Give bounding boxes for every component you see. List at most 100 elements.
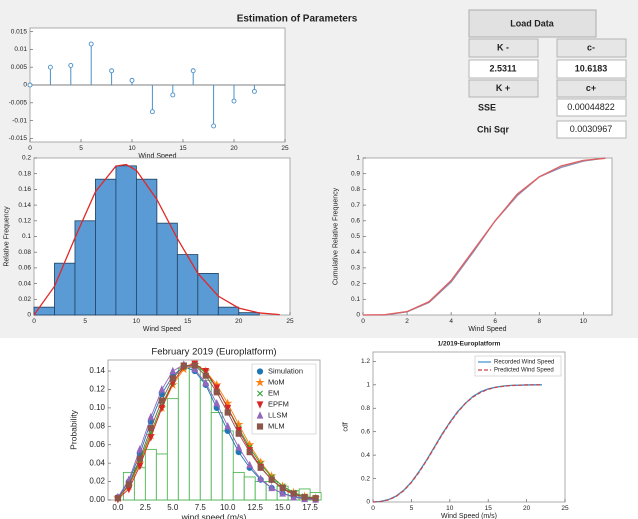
sse-value: 0.00044822	[567, 102, 615, 112]
y-tick-label: 0	[356, 312, 360, 319]
x-tick-label: 5	[79, 145, 83, 152]
legend-label: Recorded Wind Speed	[494, 360, 554, 366]
stem-marker	[68, 62, 74, 68]
histogram-bar	[156, 222, 178, 316]
marker	[268, 476, 275, 483]
x-tick-label: 4	[449, 318, 453, 325]
stem-marker	[129, 77, 135, 83]
y-tick-label: -0.005	[9, 100, 28, 107]
y-tick-label: 0.18	[18, 170, 31, 177]
x-axis-label: wind speed (m/s)	[181, 512, 247, 519]
x-tick-label: 0	[371, 505, 375, 512]
x-tick-label: 2	[405, 318, 409, 325]
stem-marker	[170, 92, 176, 98]
y-tick-label: 0.06	[18, 265, 31, 272]
marker	[158, 397, 165, 404]
y-tick-label: 0.02	[18, 296, 31, 303]
stem-marker	[88, 41, 94, 47]
legend-box	[474, 355, 562, 377]
marker	[147, 434, 155, 442]
legend-label: LLSM	[268, 410, 288, 419]
marker	[158, 404, 166, 413]
x-tick-label: 5.0	[167, 503, 179, 512]
stem-marker	[231, 98, 237, 104]
legend-label: EM	[268, 388, 279, 397]
y-tick-label: 0.16	[18, 186, 31, 193]
k-plus-label: K +	[496, 83, 510, 93]
marker	[202, 378, 210, 387]
series-line	[362, 157, 606, 316]
y-tick-label: -0.015	[9, 135, 28, 142]
load-button[interactable]	[468, 9, 597, 38]
marker	[223, 398, 233, 408]
marker	[235, 443, 243, 451]
histogram-bar	[254, 481, 267, 501]
y-tick-label: 0.4	[351, 249, 360, 256]
c-plus-box	[556, 79, 627, 98]
x-tick-label: 20	[235, 318, 243, 325]
marker	[213, 384, 221, 392]
x-tick-label: 0	[32, 318, 36, 325]
marker	[312, 495, 319, 502]
marker	[202, 372, 209, 379]
x-tick-label: 5	[410, 505, 414, 512]
marker	[290, 492, 298, 501]
histogram-bar	[221, 430, 234, 501]
histogram-bar	[144, 448, 157, 501]
marker	[169, 375, 176, 382]
x-tick-label: 20	[523, 505, 531, 512]
x-tick-label: 10	[133, 318, 141, 325]
y-tick-label: 0.9	[351, 170, 360, 177]
y-tick-label: 0.00	[89, 495, 105, 504]
legend-label: MLM	[268, 421, 285, 430]
legend-marker	[255, 377, 265, 387]
chart-title: 1/2019-Europlatform	[438, 341, 501, 348]
marker	[279, 484, 286, 492]
marker	[268, 483, 276, 492]
legend-marker	[256, 423, 264, 430]
c-minus-box	[556, 38, 627, 58]
c-minus-field[interactable]	[556, 59, 627, 79]
gui-title: Estimation of Parameters	[237, 14, 358, 25]
x-tick-label: 10	[446, 505, 454, 512]
x-tick-label: 0.0	[112, 503, 124, 512]
histogram-bar	[133, 467, 146, 501]
marker	[301, 494, 308, 501]
legend-label: EPFM	[268, 399, 289, 408]
marker	[257, 464, 264, 471]
stem-marker	[149, 109, 155, 115]
x-tick-label: 10.0	[220, 503, 236, 512]
k-minus-field[interactable]	[468, 59, 539, 79]
marker	[202, 367, 210, 376]
marker	[290, 490, 297, 497]
y-tick-label: 0.12	[89, 385, 105, 394]
histogram-bar	[95, 178, 117, 316]
histogram-bar	[199, 379, 212, 501]
chi-field[interactable]	[556, 120, 627, 139]
legend-marker	[256, 368, 264, 375]
histogram-bar	[115, 165, 137, 316]
y-tick-label: 0.14	[89, 366, 105, 375]
sse-field[interactable]	[556, 98, 627, 117]
y-tick-label: 1.2	[361, 358, 370, 365]
histogram-bar	[232, 471, 245, 501]
y-tick-label: 0.8	[361, 405, 370, 412]
x-axis-label: Wind Speed	[138, 153, 176, 160]
y-tick-label: 0	[27, 312, 31, 319]
k-minus-label: K -	[497, 42, 509, 52]
plot-area	[362, 157, 613, 316]
y-axis-label: Cumulative Relative Frequency	[333, 187, 340, 285]
marker	[191, 362, 198, 369]
y-axis-label: Probability	[69, 409, 79, 449]
histogram-bar	[177, 367, 190, 501]
y-tick-label: -0.01	[12, 117, 27, 124]
histogram-bar	[210, 412, 223, 501]
histogram-bar	[188, 366, 201, 501]
y-tick-label: 0.4	[361, 452, 370, 459]
y-tick-label: 0.2	[22, 155, 31, 162]
load-button-label[interactable]: Load Data	[510, 18, 555, 28]
x-tick-label: 20	[230, 145, 238, 152]
x-axis-label: Wind Speed	[143, 326, 181, 333]
marker	[279, 489, 287, 497]
